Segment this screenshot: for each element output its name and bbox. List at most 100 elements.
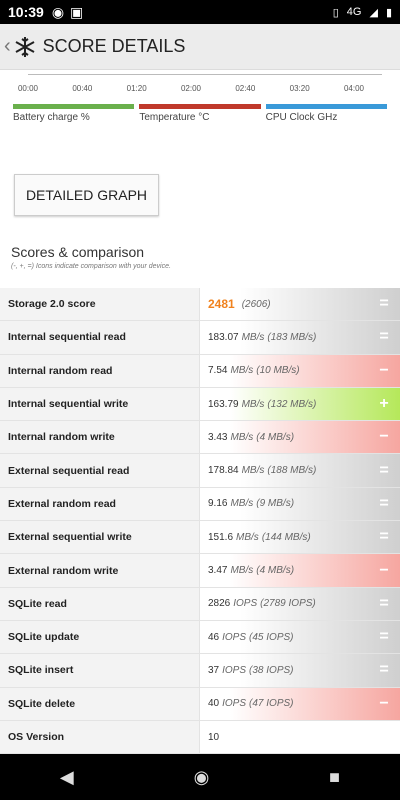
row-value-cell: 151.6 MB/s (144 MB/s) = — [200, 521, 400, 554]
recents-nav-icon[interactable]: ■ — [329, 766, 341, 787]
row-value: 151.6 — [208, 531, 234, 543]
row-value-cell: 7.54 MB/s (10 MB/s) − — [200, 354, 400, 387]
row-label: Internal random write — [0, 421, 200, 454]
detailed-graph-button[interactable]: DETAILED GRAPH — [14, 174, 159, 216]
section-subtitle: (-, +, =) Icons indicate comparison with… — [11, 263, 171, 270]
row-label: External random read — [0, 487, 200, 521]
timeline-tick-label: 00:40 — [72, 84, 93, 93]
timeline-tick-label: 01:20 — [126, 84, 147, 93]
row-value: 40 — [208, 698, 220, 710]
timeline-tick-label: 00:00 — [17, 84, 39, 93]
row-value: 9.16 — [208, 498, 228, 510]
row-value-cell: 3.43 MB/s (4 MB/s) − — [200, 421, 400, 454]
table-row: Internal sequential read 183.07 MB/s (183 M… — [0, 321, 400, 355]
timeline-tick-label: 03:20 — [289, 84, 310, 93]
row-comparison: (10 MB/s) — [256, 365, 300, 377]
row-comparison: (4 MB/s) — [256, 565, 295, 577]
home-nav-icon[interactable]: ◉ — [193, 766, 210, 787]
row-label: SQLite update — [0, 620, 200, 654]
status-bar: 10:39 ◉ ▣ ▯ 4G ◢ ▮ — [0, 0, 400, 24]
equals-icon: = — [379, 461, 389, 479]
row-unit: IOPS — [222, 664, 247, 676]
minus-icon: − — [379, 428, 389, 446]
minus-icon: − — [379, 561, 389, 579]
row-value-cell: 2481 (2606) = — [200, 288, 400, 321]
row-label: Internal random read — [0, 354, 200, 387]
row-label: SQLite insert — [0, 654, 200, 687]
equals-icon: = — [379, 594, 389, 612]
table-row: SQLite read 2826 IOPS (2789 IOPS) = — [0, 587, 400, 621]
network-type: 4G — [346, 6, 362, 18]
row-unit: IOPS — [222, 631, 247, 643]
table-row: External random read 9.16 MB/s (9 MB/s) = — [0, 487, 400, 522]
legend-item-cpu-clock: CPU Clock GHz — [265, 104, 387, 152]
scores-table: Storage 2.0 score 2481 (2606) = Internal seq… — [0, 288, 400, 754]
row-value: 163.79 — [208, 398, 239, 410]
plus-icon: + — [379, 395, 389, 413]
row-label: External random write — [0, 554, 200, 587]
minus-icon: − — [379, 361, 389, 379]
snowflake-logo-icon — [15, 36, 35, 57]
sync-icon: ◉ — [51, 3, 65, 20]
row-value-cell: 163.79 MB/s (132 MB/s) + — [200, 387, 400, 421]
row-unit: IOPS — [222, 698, 247, 710]
row-comparison: (2606) — [241, 298, 271, 310]
equals-icon: = — [379, 628, 389, 646]
row-comparison: (38 IOPS) — [249, 664, 294, 676]
score-value: 2481 — [208, 297, 235, 312]
row-unit: MB/s — [230, 365, 254, 377]
table-row: SQLite update 46 IOPS (45 IOPS) = — [0, 620, 400, 655]
row-value-cell: 40 IOPS (47 IOPS) − — [200, 687, 400, 720]
row-value-cell: 3.47 MB/s (4 MB/s) − — [200, 554, 400, 587]
table-row: External sequential read 178.84 MB/s (188 M… — [0, 454, 400, 488]
timeline-tick-label: 02:40 — [235, 84, 256, 93]
row-unit: MB/s — [230, 431, 254, 443]
row-unit: MB/s — [241, 465, 265, 477]
row-value-cell: 178.84 MB/s (188 MB/s) = — [200, 454, 400, 487]
row-value: 10 — [208, 731, 220, 743]
content[interactable]: 00:00 00:40 01:20 02:00 02:40 03:20 04:00 Batt… — [0, 70, 400, 754]
row-value: 46 — [208, 631, 220, 643]
row-unit: MB/s — [241, 398, 265, 410]
row-value-cell: 2826 IOPS (2789 IOPS) = — [200, 587, 400, 620]
row-unit: MB/s — [241, 331, 265, 343]
row-comparison: (188 MB/s) — [267, 465, 317, 477]
row-value: 178.84 — [208, 465, 239, 477]
section-title: Scores & comparison — [11, 244, 145, 260]
timeline-tick-label: 02:00 — [180, 84, 202, 93]
table-row: External random write 3.47 MB/s (4 MB/s) − — [0, 554, 400, 588]
table-row: Internal sequential write 163.79 MB/s (132 … — [0, 387, 400, 422]
row-comparison: (45 IOPS) — [249, 631, 294, 643]
page-title: SCORE DETAILS — [42, 36, 186, 56]
row-value-cell: 37 IOPS (38 IOPS) = — [200, 654, 400, 687]
row-value: 2826 — [208, 598, 231, 610]
row-value-cell: 183.07 MB/s (183 MB/s) = — [200, 321, 400, 354]
equals-icon: = — [379, 528, 389, 546]
row-comparison: (47 IOPS) — [249, 698, 294, 710]
equals-icon: = — [379, 295, 389, 313]
timeline-axis: 00:00 00:40 01:20 02:00 02:40 03:20 04:00 — [0, 70, 400, 100]
row-label: Storage 2.0 score — [0, 288, 200, 321]
scores-section-header: Scores & comparison (-, +, =) Icons indi… — [0, 240, 400, 288]
table-row: External sequential write 151.6 MB/s (144 M… — [0, 521, 400, 555]
row-comparison: (4 MB/s) — [256, 431, 295, 443]
row-label: Internal sequential write — [0, 387, 200, 421]
signal-icon: ◢ — [369, 6, 378, 19]
row-comparison: (144 MB/s) — [261, 531, 311, 543]
app-bar: ‹ SCORE DETAILS — [0, 24, 400, 70]
table-row: Internal random write 3.43 MB/s (4 MB/s) − — [0, 421, 400, 455]
vibrate-icon: ▯ — [332, 6, 339, 19]
row-comparison: (183 MB/s) — [267, 331, 317, 343]
battery-icon: ▮ — [385, 6, 392, 19]
row-comparison: (9 MB/s) — [256, 498, 295, 510]
legend-item-temperature: Temperature °C — [139, 104, 261, 152]
table-row: SQLite insert 37 IOPS (38 IOPS) = — [0, 654, 400, 688]
row-value: 3.43 — [208, 431, 228, 443]
row-label: SQLite delete — [0, 687, 200, 720]
back-nav-icon[interactable]: ◀ — [59, 766, 74, 787]
back-icon[interactable]: ‹ — [4, 35, 11, 57]
graph-legend: Battery charge % Temperature °C CPU Cloc… — [0, 100, 400, 152]
row-label: OS Version — [0, 720, 200, 754]
row-value: 3.47 — [208, 565, 228, 577]
minus-icon: − — [379, 694, 389, 712]
